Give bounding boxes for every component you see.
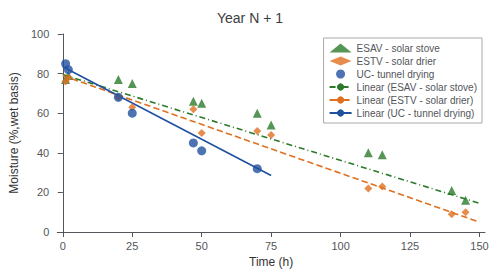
svg-text:40: 40 bbox=[37, 147, 49, 159]
svg-text:60: 60 bbox=[37, 107, 49, 119]
svg-text:Time (h): Time (h) bbox=[249, 255, 293, 269]
svg-text:100: 100 bbox=[31, 28, 49, 40]
svg-text:ESAV - solar stove: ESAV - solar stove bbox=[357, 43, 441, 54]
svg-text:25: 25 bbox=[126, 240, 138, 252]
svg-text:80: 80 bbox=[37, 68, 49, 80]
svg-text:ESTV - solar drier: ESTV - solar drier bbox=[357, 56, 437, 67]
svg-text:125: 125 bbox=[401, 240, 419, 252]
svg-text:20: 20 bbox=[37, 186, 49, 198]
svg-text:50: 50 bbox=[196, 240, 208, 252]
svg-text:UC- tunnel drying: UC- tunnel drying bbox=[357, 69, 435, 80]
svg-text:Linear (UC - tunnel drying): Linear (UC - tunnel drying) bbox=[357, 108, 475, 119]
svg-text:Year N + 1: Year N + 1 bbox=[217, 10, 283, 26]
svg-text:0: 0 bbox=[43, 226, 49, 238]
svg-text:Linear (ESTV - solar drier): Linear (ESTV - solar drier) bbox=[357, 95, 474, 106]
svg-text:100: 100 bbox=[331, 240, 349, 252]
svg-text:75: 75 bbox=[265, 240, 277, 252]
svg-text:Moisture (%,wet basis): Moisture (%,wet basis) bbox=[7, 72, 21, 193]
svg-text:0: 0 bbox=[60, 240, 66, 252]
svg-text:Linear (ESAV - solar stove): Linear (ESAV - solar stove) bbox=[357, 82, 477, 93]
svg-text:150: 150 bbox=[470, 240, 488, 252]
